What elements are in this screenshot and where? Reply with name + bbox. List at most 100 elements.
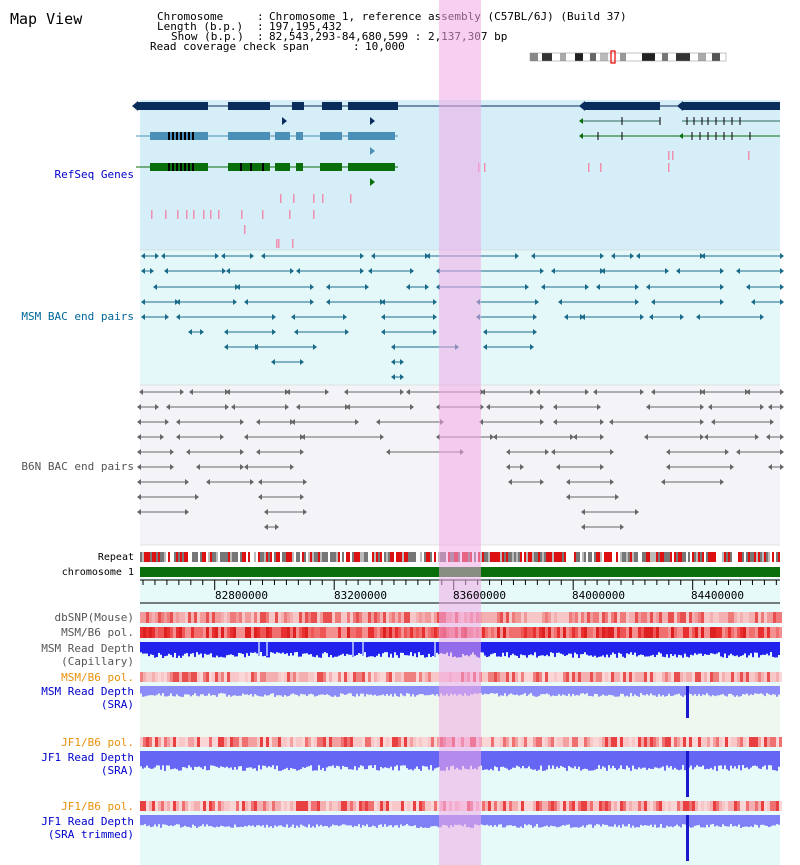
depth-bar [324, 815, 326, 826]
depth-bar [648, 642, 650, 657]
strand-arrow [176, 314, 180, 320]
depth-bar [210, 751, 212, 766]
strand-arrow [579, 101, 585, 111]
heat-cell [617, 737, 620, 747]
msm-b6-pol-label[interactable]: MSM/B6 pol. [61, 626, 134, 639]
heat-cell [599, 627, 602, 638]
repeat-segment [244, 552, 246, 562]
repeat-segment [370, 552, 372, 562]
msm-bac-label[interactable]: MSM BAC end pairs [21, 310, 134, 323]
repeat-segment [492, 552, 494, 562]
depth-bar [562, 815, 564, 826]
repeat-segment [434, 552, 436, 562]
jf1-b6-pol-2-label[interactable]: JF1/B6 pol. [61, 800, 134, 813]
snp-mark [313, 210, 315, 219]
depth-bar [224, 642, 226, 658]
depth-bar [632, 751, 634, 766]
jf1-depth-sra-label[interactable]: JF1 Read Depth [41, 751, 134, 764]
strand-arrow [282, 117, 287, 125]
heat-cell [257, 801, 260, 811]
msm-depth-sra-label[interactable]: MSM Read Depth [41, 685, 134, 698]
refseq-genes-label[interactable]: RefSeq Genes [54, 168, 134, 181]
exon-tick [188, 163, 190, 171]
heat-cell [239, 672, 242, 682]
depth-bar [426, 642, 428, 658]
repeat-segment [668, 552, 670, 562]
heat-cell [593, 672, 596, 682]
heat-cell [215, 612, 218, 623]
jf1-depth-trim-label[interactable]: JF1 Read Depth [41, 815, 134, 828]
depth-bar [530, 751, 532, 769]
repeat-segment [726, 552, 728, 562]
heat-cell [143, 801, 146, 811]
heat-cell [389, 737, 392, 747]
strand-arrow [760, 314, 764, 320]
snp-mark [193, 210, 195, 219]
heat-cell [773, 627, 776, 638]
heat-cell [527, 612, 530, 623]
depth-bar [252, 751, 254, 769]
depth-bar [690, 642, 692, 655]
depth-bar [226, 686, 228, 697]
heat-cell [566, 737, 569, 747]
heat-cell [158, 737, 161, 747]
depth-bar [718, 686, 720, 696]
strand-arrow [665, 268, 669, 274]
depth-bar [728, 642, 730, 656]
depth-bar [626, 642, 628, 654]
depth-bar [396, 751, 398, 766]
b6n-bac-label[interactable]: B6N BAC end pairs [21, 460, 134, 473]
depth-bar [342, 642, 344, 654]
depth-bar [384, 686, 386, 696]
strand-arrow [272, 329, 276, 335]
dbsnp-label[interactable]: dbSNP(Mouse) [54, 611, 134, 624]
depth-bar [652, 686, 654, 696]
depth-bar [656, 751, 658, 768]
strand-arrow [240, 464, 244, 470]
depth-bar [522, 751, 524, 766]
repeat-segment [740, 552, 742, 562]
depth-bar [678, 686, 680, 694]
depth-bar [394, 686, 396, 694]
depth-bar [214, 815, 216, 828]
repeat-segment [502, 552, 504, 562]
heat-cell [269, 612, 272, 623]
repeat-segment [702, 552, 704, 562]
heat-cell [281, 627, 284, 638]
depth-bar [524, 642, 526, 656]
depth-bar [372, 751, 374, 768]
depth-bar [496, 815, 498, 827]
heat-cell [239, 737, 242, 747]
strand-arrow [222, 268, 226, 274]
depth-bar [356, 686, 358, 694]
span-value: 10,000 [365, 40, 405, 53]
depth-bar [282, 642, 284, 653]
heat-cell [335, 672, 338, 682]
depth-bar [748, 686, 750, 696]
repeat-segment [554, 552, 556, 562]
chromosome-label: Chromosome [157, 10, 224, 23]
msm-depth-cap-label[interactable]: MSM Read Depth [41, 642, 134, 655]
jf1-b6-pol-label[interactable]: JF1/B6 pol. [61, 736, 134, 749]
depth-bar [392, 686, 394, 697]
depth-bar [194, 686, 196, 694]
repeat-segment [348, 552, 350, 562]
heat-cell [638, 672, 641, 682]
heat-cell [209, 801, 212, 811]
strand-arrow [310, 299, 314, 305]
heat-cell [167, 612, 170, 623]
strand-arrow [370, 178, 375, 186]
repeat-segment [534, 552, 536, 562]
heat-cell [746, 672, 749, 682]
msm-b6-pol-2-label[interactable]: MSM/B6 pol. [61, 671, 134, 684]
heat-cell [359, 672, 362, 682]
depth-bar [388, 751, 390, 769]
depth-bar [176, 686, 178, 695]
depth-bar [326, 751, 328, 768]
depth-bar [246, 751, 248, 768]
repeat-segment [642, 552, 644, 562]
repeat-segment [764, 552, 766, 562]
heat-cell [419, 801, 422, 811]
depth-bar [240, 642, 242, 654]
